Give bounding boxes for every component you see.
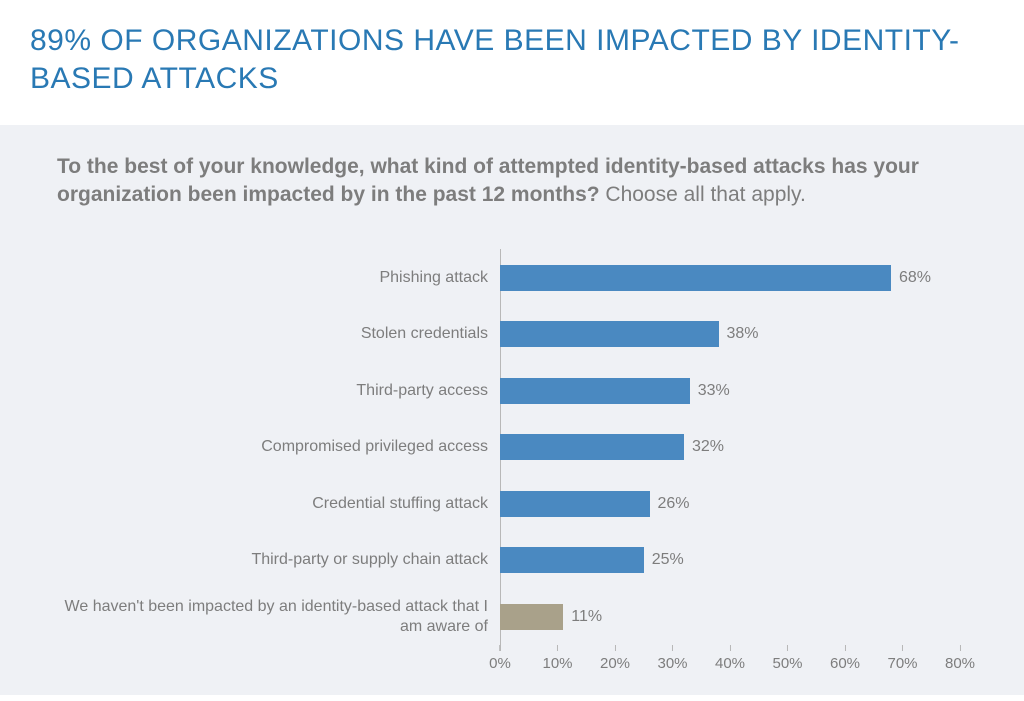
tick-label: 10% — [542, 655, 572, 672]
tick-mark — [672, 645, 673, 651]
tick-mark — [730, 645, 731, 651]
bar-plot-cell: 38% — [500, 306, 960, 363]
chart-row: Compromised privileged access 32% — [55, 419, 989, 476]
bar-plot-cell: 68% — [500, 249, 960, 306]
bar — [500, 547, 644, 573]
question-light: Choose all that apply. — [600, 183, 806, 206]
category-label: We haven't been impacted by an identity-… — [55, 597, 500, 637]
category-label: Stolen credentials — [55, 324, 500, 344]
tick-label: 0% — [489, 655, 511, 672]
x-tick: 30% — [657, 645, 687, 672]
tick-label: 50% — [772, 655, 802, 672]
x-tick: 40% — [715, 645, 745, 672]
category-label: Third-party access — [55, 381, 500, 401]
chart-section: To the best of your knowledge, what kind… — [0, 125, 1024, 695]
x-axis-ticks: 0%10%20%30%40%50%60%70%80% — [500, 645, 960, 675]
tick-label: 40% — [715, 655, 745, 672]
x-tick: 0% — [489, 645, 511, 672]
tick-label: 60% — [830, 655, 860, 672]
value-label: 25% — [644, 551, 684, 569]
bar-chart: Phishing attack 68% Stolen credentials 38% T… — [55, 249, 989, 675]
tick-mark — [845, 645, 846, 651]
chart-row: Phishing attack 68% — [55, 249, 989, 306]
bar-plot-cell: 32% — [500, 419, 960, 476]
tick-mark — [557, 645, 558, 651]
bar — [500, 604, 563, 630]
value-label: 11% — [563, 608, 602, 626]
x-axis: 0% 10% 20% 30% 40% 50% 60% 70% 80% — [55, 645, 989, 675]
survey-question: To the best of your knowledge, what kind… — [35, 153, 989, 210]
x-tick: 10% — [542, 645, 572, 672]
category-label: Credential stuffing attack — [55, 494, 500, 514]
category-label: Compromised privileged access — [55, 437, 500, 457]
tick-mark — [615, 645, 616, 651]
bar-plot-cell: 25% — [500, 532, 960, 589]
x-tick: 80% — [945, 645, 975, 672]
x-tick: 60% — [830, 645, 860, 672]
x-tick: 20% — [600, 645, 630, 672]
chart-row: Credential stuffing attack 26% — [55, 475, 989, 532]
category-label: Phishing attack — [55, 268, 500, 288]
tick-mark — [787, 645, 788, 651]
chart-row: Stolen credentials 38% — [55, 306, 989, 363]
x-tick: 70% — [887, 645, 917, 672]
bar — [500, 321, 719, 347]
tick-label: 70% — [887, 655, 917, 672]
bar — [500, 491, 650, 517]
value-label: 32% — [684, 438, 724, 456]
tick-mark — [500, 645, 501, 651]
chart-row: Third-party access 33% — [55, 362, 989, 419]
chart-row: Third-party or supply chain attack 25% — [55, 532, 989, 589]
tick-label: 30% — [657, 655, 687, 672]
bar — [500, 265, 891, 291]
bar-plot-cell: 11% — [500, 588, 960, 645]
axis-spacer — [55, 645, 500, 675]
tick-label: 20% — [600, 655, 630, 672]
category-label: Third-party or supply chain attack — [55, 550, 500, 570]
tick-mark — [902, 645, 903, 651]
page-title: 89% OF ORGANIZATIONS HAVE BEEN IMPACTED … — [30, 22, 994, 99]
bar — [500, 378, 690, 404]
chart-row: We haven't been impacted by an identity-… — [55, 588, 989, 645]
value-label: 38% — [719, 325, 759, 343]
value-label: 68% — [891, 269, 931, 287]
title-section: 89% OF ORGANIZATIONS HAVE BEEN IMPACTED … — [0, 0, 1024, 125]
tick-label: 80% — [945, 655, 975, 672]
bar-plot-cell: 33% — [500, 362, 960, 419]
value-label: 33% — [690, 382, 730, 400]
value-label: 26% — [650, 495, 690, 513]
bar-plot-cell: 26% — [500, 475, 960, 532]
tick-mark — [960, 645, 961, 651]
x-tick: 50% — [772, 645, 802, 672]
bar — [500, 434, 684, 460]
